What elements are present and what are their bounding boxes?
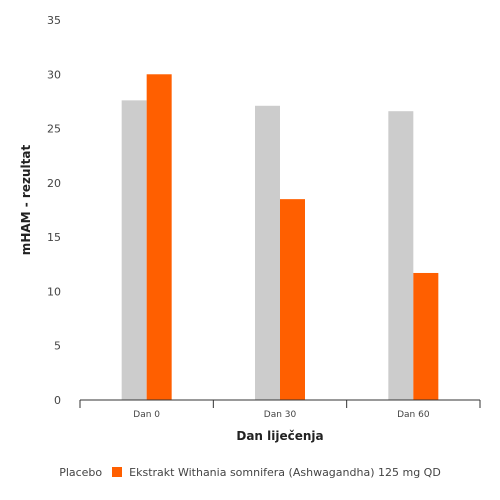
bar-ashwagandha (280, 199, 305, 400)
y-axis-title: mHAM - rezultat (19, 145, 33, 256)
y-tick-label: 35 (47, 14, 61, 27)
x-tick-label: Dan 30 (264, 410, 297, 420)
x-tick-label: Dan 60 (397, 410, 430, 420)
y-tick-label: 30 (47, 68, 61, 81)
bar-placebo (121, 100, 147, 400)
x-tick-label: Dan 0 (133, 410, 160, 420)
legend-item-placebo: Placebo (59, 466, 102, 479)
bar-ashwagandha (146, 74, 172, 401)
legend-swatch-ashwagandha (112, 467, 123, 477)
legend: Placebo Ekstrakt Withania somnifera (Ash… (0, 462, 500, 482)
x-axis-ticks: Dan 0 Dan 30 Dan 60 (79, 400, 481, 420)
x-axis-title: Dan liječenja (236, 429, 323, 443)
bar-placebo (388, 111, 414, 400)
legend-label-ashwagandha: Ekstrakt Withania somnifera (Ashwagandha… (129, 465, 441, 479)
y-tick-label: 0 (54, 394, 61, 407)
y-tick-label: 5 (54, 340, 61, 353)
y-tick-label: 15 (47, 231, 61, 244)
y-tick-label: 25 (47, 123, 61, 136)
legend-label-placebo: Placebo (59, 465, 103, 479)
bar-placebo (255, 105, 280, 401)
bar-ashwagandha (413, 272, 439, 400)
y-axis-ticks: 0 5 10 15 20 25 30 35 (47, 14, 61, 407)
bars (121, 74, 439, 401)
y-tick-label: 20 (47, 177, 61, 190)
y-tick-label: 10 (47, 285, 61, 298)
legend-item-ashwagandha: Ekstrakt Withania somnifera (Ashwagandha… (112, 466, 441, 479)
